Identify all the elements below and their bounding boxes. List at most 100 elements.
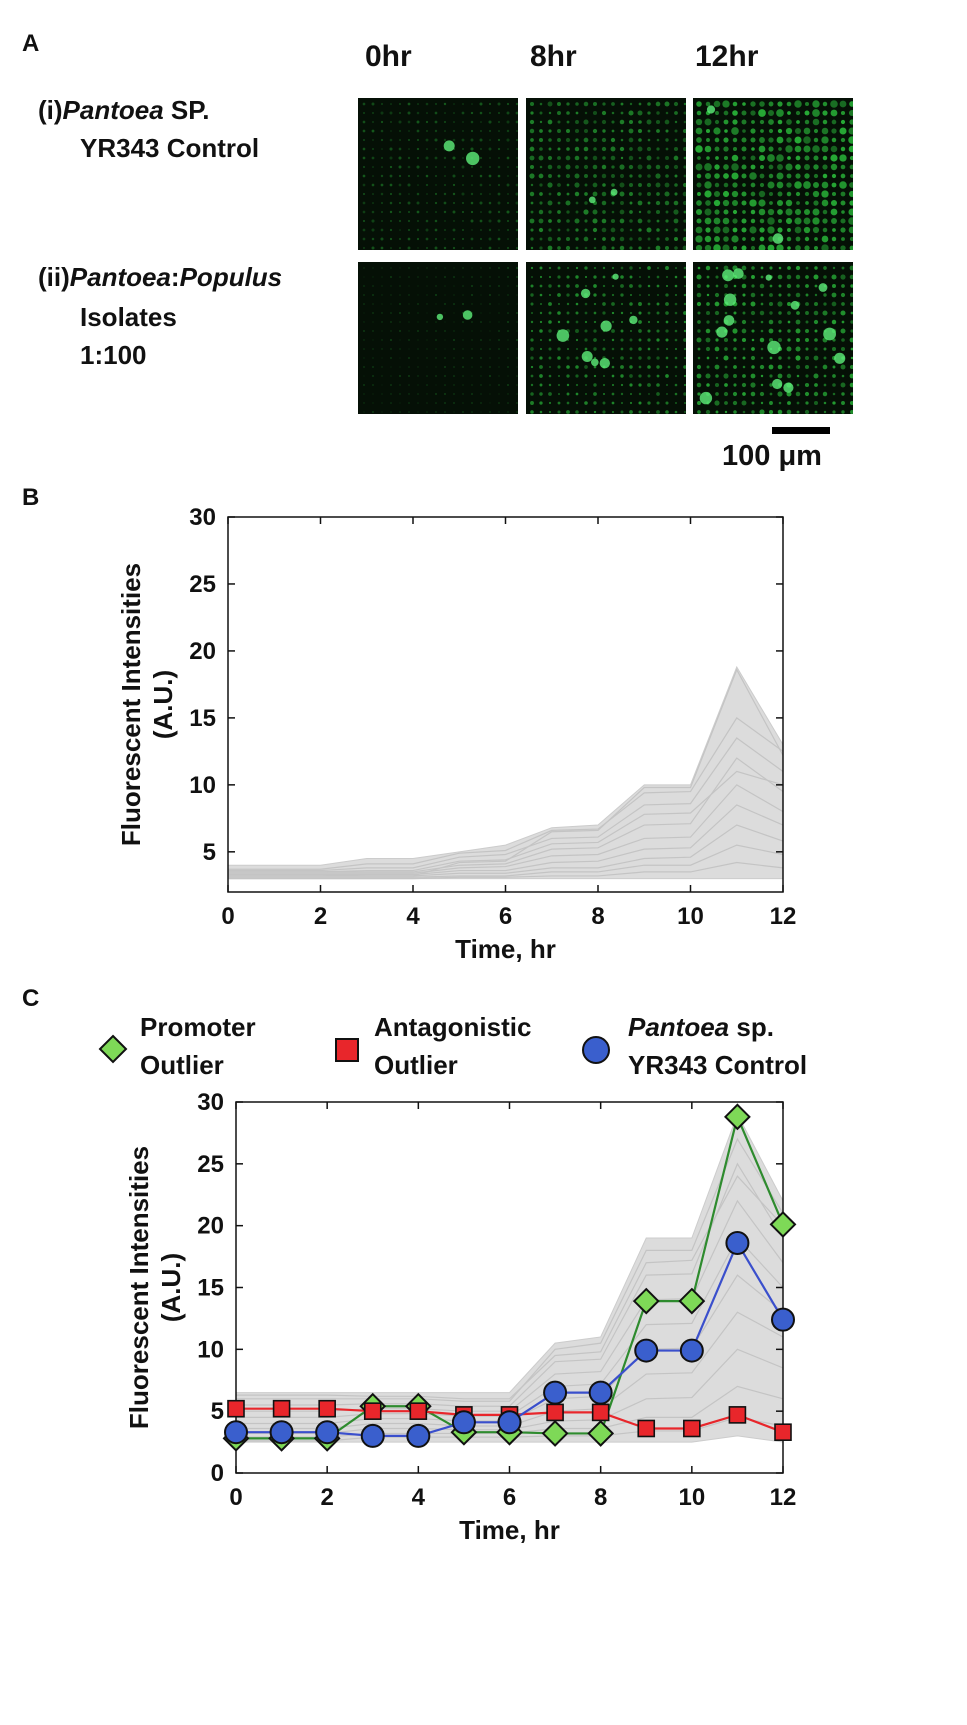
micro-dot — [741, 227, 747, 233]
micro-dot — [697, 311, 701, 315]
micro-dot — [453, 103, 455, 105]
y-tick-label: 10 — [189, 772, 216, 799]
micro-dot — [760, 320, 764, 324]
micro-dot — [575, 329, 579, 333]
micro-dot — [656, 237, 660, 241]
micro-dot — [732, 101, 738, 107]
micro-dot — [548, 347, 552, 351]
micro-dot — [715, 338, 719, 342]
micro-dot — [742, 374, 746, 378]
micro-dot — [488, 174, 492, 178]
micro-dot — [683, 302, 686, 306]
micro-dot — [574, 173, 580, 179]
micro-dot — [547, 164, 553, 170]
micro-dot — [575, 356, 579, 360]
micro-dot — [435, 166, 437, 168]
micro-dot — [786, 182, 792, 188]
row2-label-line2: Isolates — [80, 302, 177, 332]
legend-promoter-line2: Outlier — [140, 1050, 224, 1080]
micro-dot — [557, 165, 561, 169]
micro-dot — [760, 129, 764, 133]
micro-dot — [548, 147, 552, 151]
micro-dot — [380, 174, 384, 178]
micro-dot — [557, 111, 561, 115]
micro-dot — [479, 201, 483, 205]
series-line — [228, 804, 784, 876]
micro-dot — [462, 202, 464, 204]
micro-dot — [480, 121, 482, 123]
micro-dot — [796, 120, 800, 124]
micro-dot — [673, 164, 679, 170]
micro-dot — [848, 145, 853, 153]
micro-dot — [638, 338, 642, 342]
micro-dot — [804, 191, 810, 197]
micro-dot — [566, 111, 570, 115]
micro-colony — [443, 140, 455, 152]
micro-dot — [480, 312, 482, 314]
micro-colony — [790, 300, 800, 310]
micro-dot — [674, 129, 678, 133]
micro-dot — [823, 275, 827, 279]
micro-dot — [602, 347, 606, 351]
micro-dot — [849, 373, 853, 379]
micro-dot — [399, 139, 401, 141]
micro-dot — [655, 209, 661, 215]
micro-dot — [696, 373, 702, 379]
micro-dot — [593, 365, 597, 369]
micro-dot — [787, 356, 791, 360]
micro-dot — [584, 410, 588, 414]
micro-dot — [850, 320, 853, 324]
micro-dot — [389, 156, 393, 160]
micro-dot — [674, 228, 678, 232]
micro-dot — [548, 219, 552, 223]
micro-dot — [372, 121, 374, 123]
micro-dot — [417, 366, 419, 368]
micro-dot — [830, 145, 838, 153]
y-axis-label: (A.U.) — [148, 670, 178, 739]
micro-dot — [444, 357, 446, 359]
micro-dot — [675, 402, 677, 404]
micro-dot — [814, 383, 818, 387]
micro-dot — [750, 209, 756, 215]
x-tick-label: 6 — [503, 1484, 516, 1511]
micro-dot — [426, 330, 428, 332]
micro-dot — [547, 119, 553, 125]
micro-dot — [417, 384, 419, 386]
antagonistic-marker — [363, 1402, 382, 1420]
micro-dot — [362, 192, 366, 196]
micro-dot — [416, 129, 420, 133]
micro-dot — [548, 284, 552, 288]
micro-dot — [398, 219, 402, 223]
micro-dot — [629, 275, 633, 279]
micro-dot — [548, 338, 552, 342]
micro-dot — [435, 330, 437, 332]
micro-dot — [831, 191, 837, 197]
micro-dot — [611, 392, 615, 396]
y-tick-label: 10 — [197, 1336, 224, 1363]
micro-dot — [575, 275, 579, 279]
micro-dot — [470, 392, 474, 396]
micro-dot — [539, 266, 543, 270]
micro-dot — [750, 245, 756, 250]
micro-dot — [389, 111, 393, 115]
micro-dot — [515, 338, 518, 342]
micro-dot — [390, 357, 392, 359]
micro-dot — [704, 163, 712, 171]
micro-dot — [470, 192, 474, 196]
micro-dot — [849, 274, 853, 280]
micro-dot — [759, 137, 765, 143]
micro-dot — [434, 129, 438, 133]
micro-dot — [507, 202, 509, 204]
micro-dot — [732, 182, 738, 188]
micro-dot — [489, 375, 491, 377]
micro-dot — [785, 199, 793, 207]
micro-dot — [751, 120, 755, 124]
micro-dot — [389, 192, 393, 196]
micro-dot — [777, 373, 783, 379]
micro-dot — [805, 347, 809, 351]
micro-dot — [714, 301, 720, 307]
micro-dot — [759, 283, 765, 289]
micro-dot — [674, 183, 678, 187]
micro-dot — [832, 311, 836, 315]
micro-dot — [675, 348, 677, 350]
